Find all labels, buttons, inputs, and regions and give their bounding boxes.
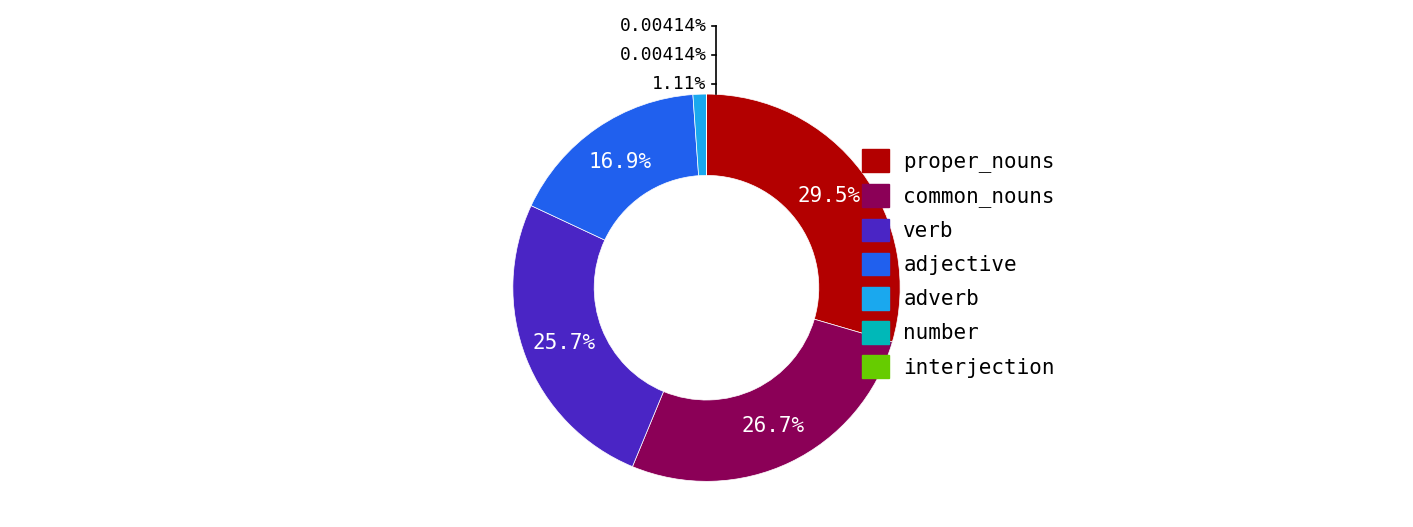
Text: 0.00414%: 0.00414% <box>619 17 706 35</box>
Wedge shape <box>706 94 900 342</box>
Wedge shape <box>633 319 893 481</box>
Text: 26.7%: 26.7% <box>740 416 804 436</box>
Text: 1.11%: 1.11% <box>653 75 706 93</box>
Wedge shape <box>531 94 698 240</box>
Text: 0.00414%: 0.00414% <box>619 46 706 64</box>
Wedge shape <box>692 94 706 175</box>
Wedge shape <box>513 206 664 466</box>
Text: 29.5%: 29.5% <box>797 186 861 206</box>
Text: 25.7%: 25.7% <box>533 333 595 353</box>
Legend: proper_nouns, common_nouns, verb, adjective, adverb, number, interjection: proper_nouns, common_nouns, verb, adject… <box>853 141 1063 386</box>
Text: 16.9%: 16.9% <box>588 152 651 172</box>
